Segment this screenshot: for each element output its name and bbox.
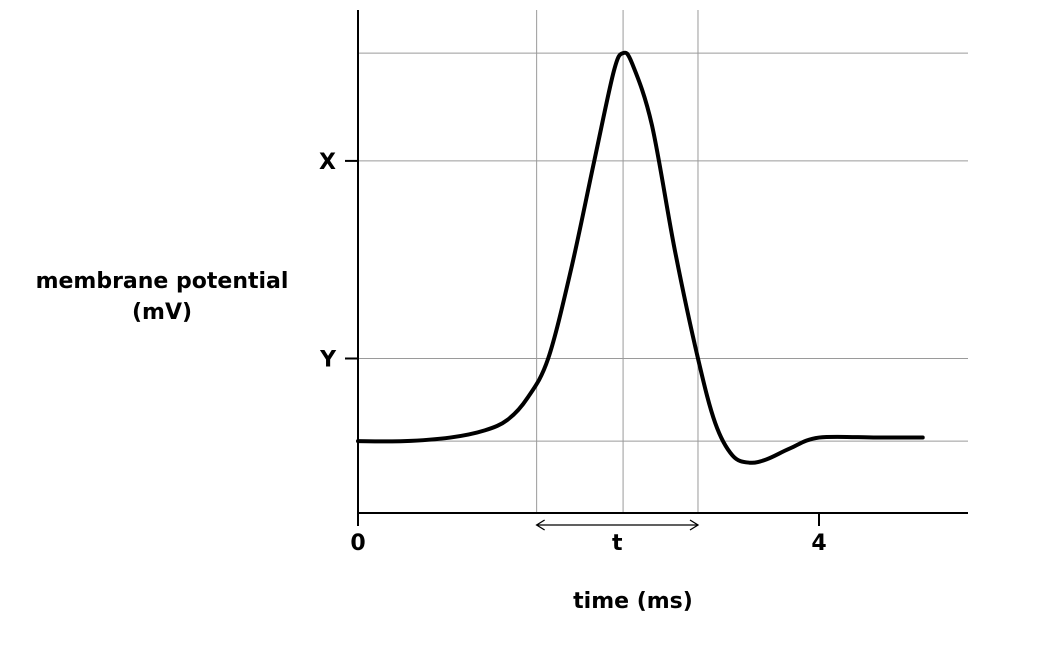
x-tick-label-0: 0 [350, 531, 365, 556]
annotation-arrowhead-left [535, 519, 545, 531]
grid-lines [358, 10, 968, 513]
x-tick-label-1: 4 [811, 531, 826, 556]
y-axis-label-line-2: (mV) [131, 300, 193, 325]
y-axis-label-line-1: membrane potential [35, 269, 289, 294]
y-axis-label: membrane potential (mV) [22, 266, 302, 328]
x-axis-label: time (ms) [573, 589, 693, 614]
y-tick-label-0: X [319, 150, 336, 175]
y-tick-label-1: Y [319, 348, 337, 373]
annotation-label: t [612, 531, 623, 556]
duration-annotation: t [535, 519, 700, 556]
annotation-arrowhead-right [689, 519, 700, 531]
y-ticks: XY [319, 150, 358, 373]
membrane-potential-line [356, 50, 925, 465]
